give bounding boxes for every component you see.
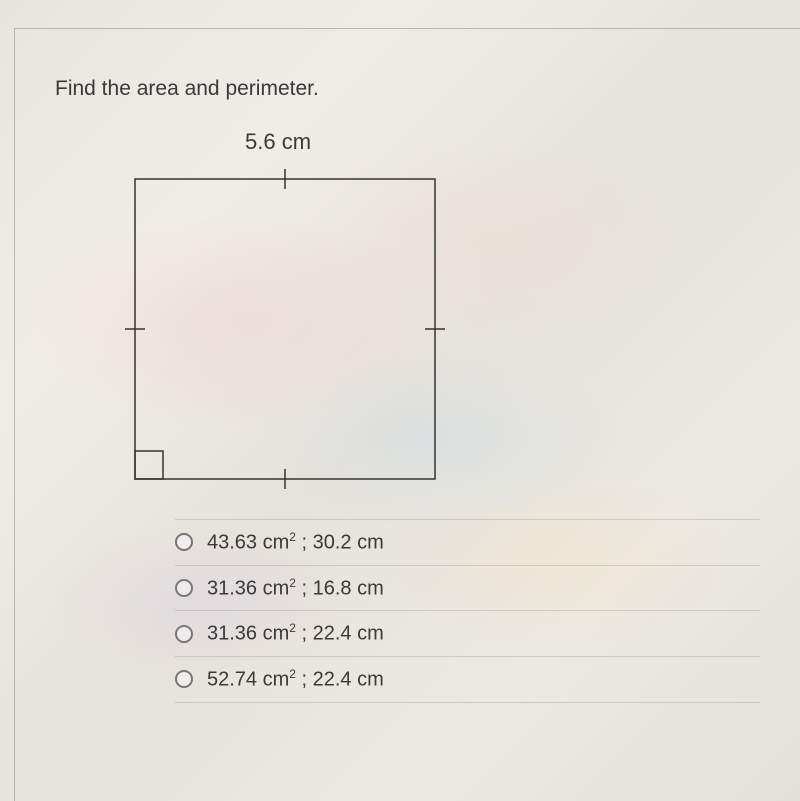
radio-icon bbox=[175, 625, 193, 643]
answer-option[interactable]: 31.36 cm2 ; 22.4 cm bbox=[175, 610, 760, 656]
answer-option[interactable]: 31.36 cm2 ; 16.8 cm bbox=[175, 565, 760, 611]
option-text: 52.74 cm2 ; 22.4 cm bbox=[207, 667, 384, 692]
figure-area: 5.6 cm bbox=[85, 129, 585, 489]
radio-icon bbox=[175, 579, 193, 597]
question-prompt: Find the area and perimeter. bbox=[55, 77, 760, 101]
radio-icon bbox=[175, 533, 193, 551]
answer-option[interactable]: 43.63 cm2 ; 30.2 cm bbox=[175, 519, 760, 565]
question-card: Find the area and perimeter. 5.6 cm 43.6… bbox=[14, 28, 800, 801]
radio-icon bbox=[175, 670, 193, 688]
side-length-label: 5.6 cm bbox=[245, 129, 311, 155]
answer-options: 43.63 cm2 ; 30.2 cm 31.36 cm2 ; 16.8 cm … bbox=[175, 519, 760, 703]
answer-option[interactable]: 52.74 cm2 ; 22.4 cm bbox=[175, 656, 760, 703]
option-text: 31.36 cm2 ; 22.4 cm bbox=[207, 621, 384, 646]
option-text: 43.63 cm2 ; 30.2 cm bbox=[207, 530, 384, 555]
option-text: 31.36 cm2 ; 16.8 cm bbox=[207, 576, 384, 601]
square-figure bbox=[115, 159, 455, 499]
